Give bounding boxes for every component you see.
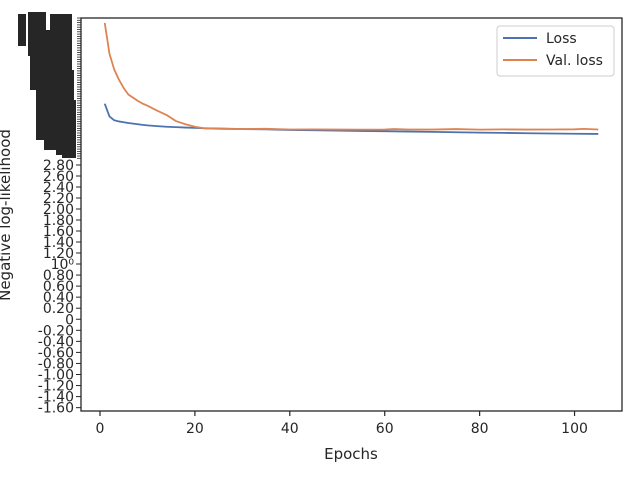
y-tick-label: 1.60 — [43, 224, 74, 240]
y-tick-label: -0.60 — [38, 345, 74, 361]
y-tick-label: 2.20 — [43, 191, 74, 207]
x-tick-label: 60 — [376, 421, 394, 437]
y-tick-label: -1.60 — [38, 401, 74, 417]
x-tick-label: 0 — [96, 421, 105, 437]
y-tick-label: 0.80 — [43, 268, 74, 284]
y-tick-label: 1.80 — [43, 213, 74, 229]
legend: Loss Val. loss — [496, 25, 615, 77]
y-tick-label: 2.40 — [43, 180, 74, 196]
y-tick-label: 0.40 — [43, 290, 74, 306]
y-tick-label: -0.80 — [38, 356, 74, 372]
overlapping-label-blob — [62, 100, 76, 158]
y-axis-label: Negative log-likelihood — [0, 129, 14, 301]
series-line-val-loss — [103, 22, 599, 131]
y-tick-label: -1.00 — [38, 368, 74, 384]
overlapping-ytick-labels — [18, 12, 81, 159]
overlapping-label-blob — [50, 14, 72, 84]
y-tick-label: 0 — [65, 312, 74, 328]
y-tick-label: 0.20 — [43, 301, 74, 317]
x-axis-ticks: 0 20 40 60 80 100 — [96, 411, 588, 437]
x-tick-label: 80 — [471, 421, 489, 437]
y-tick-label: 2.80 — [43, 158, 74, 174]
y-axis-ticks: 10⁰0.800.600.400.200-0.20-0.40-0.60-0.80… — [38, 158, 81, 417]
overlapping-label-blob — [18, 14, 26, 46]
y-tick-label: 1.20 — [43, 246, 74, 262]
y-tick-label: 2.00 — [43, 202, 74, 218]
y-tick-label: -0.20 — [38, 323, 74, 339]
y-tick-label: -0.40 — [38, 334, 74, 350]
legend-label-loss: Loss — [546, 31, 577, 47]
y-tick-label: 2.60 — [43, 169, 74, 185]
legend-label-val-loss: Val. loss — [546, 53, 603, 69]
y-tick-label: 0.60 — [43, 279, 74, 295]
plot-frame — [80, 17, 623, 412]
x-tick-label: 40 — [281, 421, 299, 437]
y-tick-label: 1.40 — [43, 235, 74, 251]
overlapping-label-blob — [44, 120, 60, 150]
x-tick-label: 20 — [186, 421, 204, 437]
x-tick-label: 100 — [561, 421, 588, 437]
y-tick-label: -1.40 — [38, 390, 74, 406]
y-tick-label: -1.20 — [38, 379, 74, 395]
x-axis-label: Epochs — [324, 445, 378, 463]
series-group — [103, 22, 599, 135]
y-tick-label: 10⁰ — [51, 257, 75, 273]
